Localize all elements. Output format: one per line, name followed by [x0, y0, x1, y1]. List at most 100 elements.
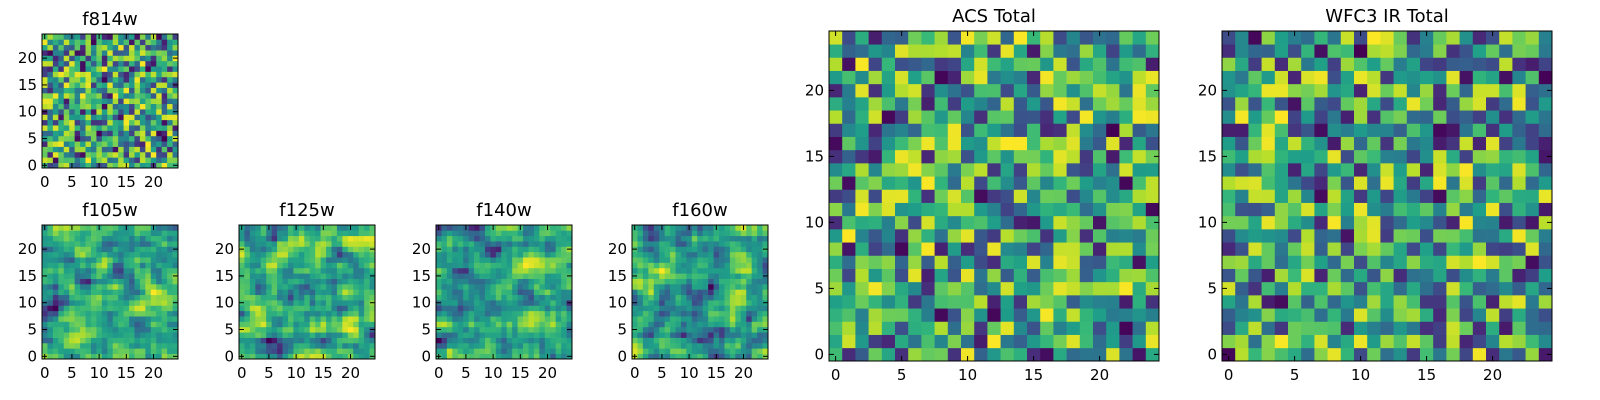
heatmap-cell: [150, 310, 157, 317]
heatmap-cell: [921, 57, 935, 71]
axes-frame: [828, 30, 1160, 362]
heatmap-cell: [648, 348, 655, 354]
heatmap-cell: [271, 305, 278, 312]
heatmap-cell: [855, 255, 869, 269]
heatmap-cell: [501, 342, 508, 349]
heatmap-cell: [156, 109, 163, 115]
heatmap-cell: [118, 267, 124, 274]
heatmap-cell: [1222, 295, 1236, 309]
heatmap-cell: [107, 262, 114, 269]
heatmap-cell: [561, 225, 567, 231]
heatmap-cell: [680, 251, 687, 258]
heatmap-cell: [947, 189, 962, 203]
heatmap-cell: [648, 283, 655, 290]
heatmap-cell: [161, 141, 168, 147]
heatmap-cell: [80, 305, 86, 312]
heatmap-cell: [90, 119, 97, 126]
panel-title: f105w: [82, 200, 137, 221]
heatmap-cell: [1393, 189, 1408, 203]
heatmap-cell: [441, 283, 448, 290]
heatmap-cell: [868, 97, 883, 111]
heatmap-cell: [145, 82, 152, 88]
heatmap-cell: [74, 326, 81, 333]
heatmap-cell: [260, 332, 267, 338]
heatmap-cell: [555, 241, 562, 247]
heatmap-cell: [112, 257, 119, 263]
heatmap-cell: [1145, 202, 1160, 217]
heatmap-cell: [255, 230, 262, 237]
heatmap-cell: [172, 76, 179, 83]
heatmap-cell: [1459, 268, 1474, 283]
heatmap-cell: [156, 50, 163, 56]
heatmap-cell: [129, 141, 135, 147]
heatmap-cell: [697, 241, 704, 247]
heatmap-cell: [463, 251, 469, 258]
heatmap-cell: [642, 241, 649, 247]
heatmap-cell: [539, 305, 546, 312]
heatmap-cell: [156, 44, 163, 51]
heatmap-cell: [1420, 334, 1434, 349]
heatmap-cell: [1027, 44, 1041, 58]
heatmap-cell: [1446, 110, 1460, 124]
heatmap-cell: [1013, 110, 1028, 124]
heatmap-cell: [829, 334, 843, 349]
heatmap-cell: [96, 326, 103, 333]
heatmap-cell: [566, 316, 573, 322]
heatmap-cell: [1222, 215, 1236, 230]
heatmap-cell: [69, 66, 75, 72]
heatmap-cell: [52, 157, 59, 163]
heatmap-cell: [474, 316, 480, 322]
heatmap-cell: [129, 305, 135, 312]
heatmap-cell: [1040, 176, 1054, 190]
heatmap-cell: [648, 278, 655, 285]
heatmap-cell: [1013, 44, 1028, 58]
heatmap-cell: [702, 262, 709, 269]
heatmap-cell: [1248, 308, 1262, 322]
heatmap-cell: [172, 283, 179, 290]
heatmap-cell: [244, 337, 251, 344]
heatmap-cell: [713, 246, 720, 253]
heatmap-cell: [474, 321, 480, 328]
heatmap-cell: [664, 332, 671, 338]
heatmap-cell: [90, 273, 97, 279]
heatmap-cell: [544, 310, 551, 317]
heatmap-cell: [648, 342, 655, 349]
heatmap-cell: [1106, 163, 1120, 177]
heatmap-cell: [52, 235, 59, 242]
heatmap-cell: [550, 353, 557, 360]
heatmap-cell: [260, 310, 267, 317]
heatmap-cell: [42, 283, 48, 290]
heatmap-cell: [134, 66, 141, 72]
heatmap-cell: [691, 310, 698, 317]
heatmap-cell: [63, 230, 70, 237]
heatmap-cell: [637, 267, 644, 274]
heatmap-cell: [266, 257, 272, 263]
heatmap-cell: [544, 262, 551, 269]
heatmap-cell: [855, 97, 869, 111]
heatmap-cell: [118, 130, 124, 137]
heatmap-cell: [172, 337, 179, 344]
heatmap-cell: [463, 316, 469, 322]
heatmap-cell: [1538, 70, 1553, 85]
heatmap-cell: [632, 294, 638, 301]
heatmap-cell: [1079, 149, 1094, 164]
heatmap-cell: [358, 262, 365, 269]
heatmap-cell: [921, 31, 935, 45]
heatmap-cell: [523, 321, 529, 328]
heatmap-cell: [47, 146, 54, 153]
y-tick-label: 15: [215, 267, 234, 285]
heatmap-cell: [659, 326, 665, 333]
heatmap-cell: [342, 316, 349, 322]
heatmap-cell: [139, 241, 146, 247]
heatmap-cell: [523, 273, 529, 279]
heatmap-cell: [686, 251, 693, 258]
heatmap-cell: [244, 353, 251, 360]
heatmap-cell: [353, 225, 360, 231]
heatmap-cell: [868, 255, 883, 269]
heatmap-cell: [1132, 229, 1147, 243]
heatmap-cell: [1288, 110, 1302, 124]
heatmap-cell: [544, 278, 551, 285]
heatmap-cell: [501, 353, 508, 360]
heatmap-cell: [112, 103, 119, 110]
heatmap-cell: [1367, 57, 1381, 71]
